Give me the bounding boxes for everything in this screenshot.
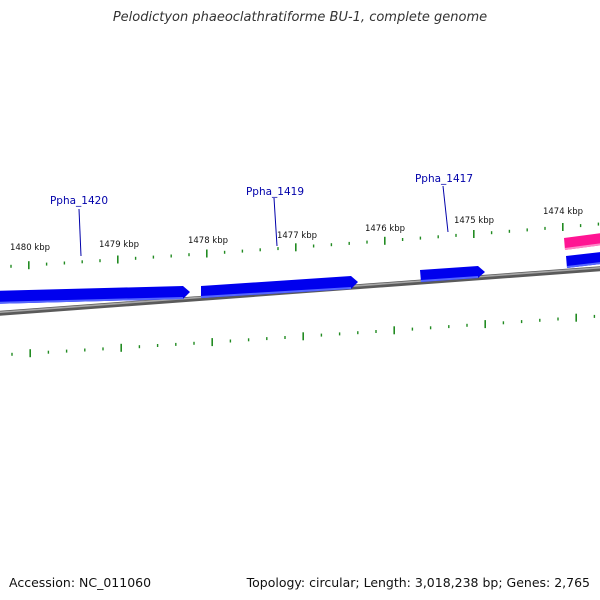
gene-track (0, 232, 600, 304)
accession-label: Accession: NC_011060 (9, 575, 152, 590)
scale-label: 1480 kbp (10, 243, 50, 253)
scale-label-group: 1480 kbp 1479 kbp 1478 kbp 1477 kbp 1476… (10, 207, 583, 253)
scale-label: 1479 kbp (99, 240, 139, 250)
gene-label[interactable]: Ppha_1420 (50, 195, 108, 207)
scale-label: 1476 kbp (365, 224, 405, 234)
gene-pointer-lines (78, 185, 449, 257)
scale-label: 1474 kbp (543, 207, 583, 217)
map-title: Pelodictyon phaeoclathratiforme BU-1, co… (112, 10, 488, 25)
gene-reverse-1[interactable] (564, 232, 600, 250)
gene-forward-4[interactable] (566, 251, 600, 268)
gene-forward-1[interactable] (0, 286, 190, 304)
scale-label: 1475 kbp (454, 216, 494, 226)
gene-label-group: Ppha_1420 Ppha_1419 Ppha_1417 (50, 173, 473, 207)
scale-label: 1477 kbp (277, 231, 317, 241)
gene-forward-2[interactable] (201, 276, 358, 298)
gene-forward-3[interactable] (420, 266, 485, 282)
gene-label[interactable]: Ppha_1417 (415, 173, 473, 185)
outer-tick-track (10, 222, 600, 270)
inner-tick-track (11, 313, 596, 358)
scale-label: 1478 kbp (188, 236, 228, 246)
genome-summary: Topology: circular; Length: 3,018,238 bp… (246, 575, 590, 590)
gene-label[interactable]: Ppha_1419 (246, 186, 304, 198)
